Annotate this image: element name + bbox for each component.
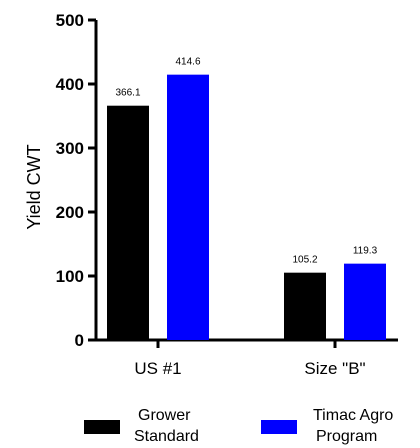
- plot-area: 0 100 200 300 400 500 US #1 366.1 414.6 Size "B" 1…: [56, 11, 398, 378]
- x-tick-label-0: US #1: [134, 359, 181, 378]
- data-label-s1-c1: 119.3: [353, 246, 378, 257]
- y-tick-label-3: 300: [56, 139, 84, 158]
- legend-label-grower-standard-line1: Grower: [138, 407, 191, 424]
- legend-label-grower-standard-line2: Standard: [134, 428, 199, 445]
- y-tick-label-4: 400: [56, 75, 84, 94]
- data-label-s1-c0: 414.6: [175, 57, 200, 68]
- bar-s0-c0: [107, 105, 149, 340]
- y-tick-label-0: 0: [75, 331, 84, 350]
- legend-swatch-timac-agro-program: [261, 420, 297, 434]
- legend-label-timac-agro-program-line1: Timac Agro: [313, 407, 393, 424]
- legend: Grower Standard Timac Agro Program: [84, 407, 393, 445]
- legend-item-grower-standard: Grower Standard: [84, 407, 199, 445]
- legend-item-timac-agro-program: Timac Agro Program: [261, 407, 393, 445]
- data-label-s0-c0: 366.1: [115, 88, 140, 99]
- y-axis-label: Yield CWT: [24, 144, 44, 229]
- legend-swatch-grower-standard: [84, 420, 120, 434]
- y-tick-label-5: 500: [56, 11, 84, 30]
- bar-s1-c0: [167, 74, 209, 340]
- bar-s0-c1: [284, 272, 326, 340]
- data-label-s0-c1: 105.2: [292, 255, 317, 266]
- y-tick-label-1: 100: [56, 267, 84, 286]
- legend-label-timac-agro-program-line2: Program: [316, 428, 377, 445]
- x-tick-label-1: Size "B": [304, 359, 365, 378]
- bar-s1-c1: [344, 263, 386, 340]
- y-tick-label-2: 200: [56, 203, 84, 222]
